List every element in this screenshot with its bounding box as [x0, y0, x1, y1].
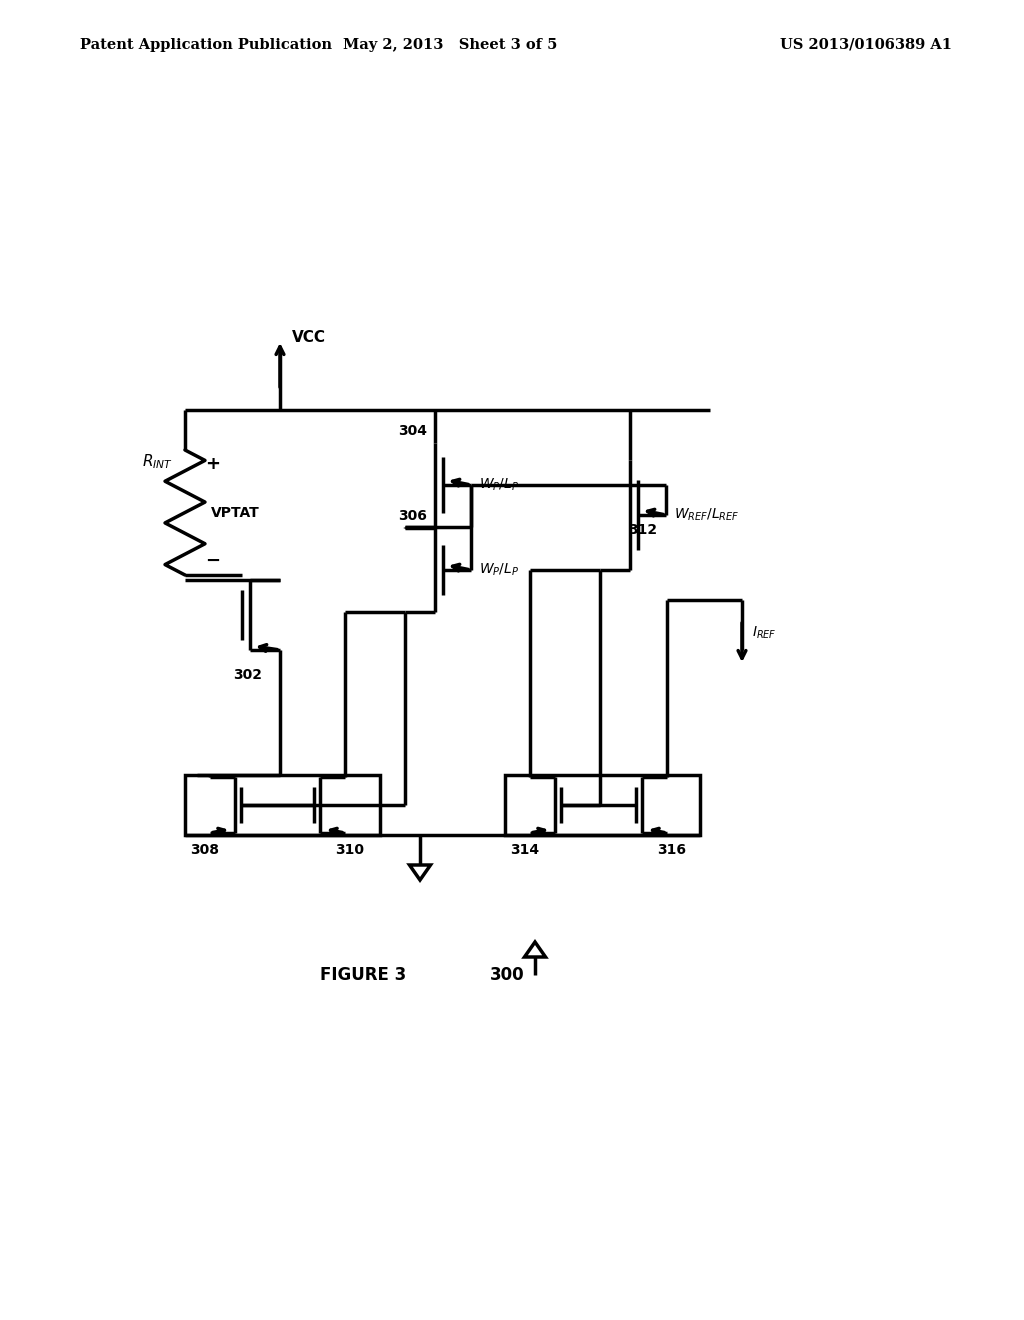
Text: 314: 314 [510, 843, 540, 857]
Text: $W_{REF}/L_{REF}$: $W_{REF}/L_{REF}$ [674, 507, 739, 523]
Text: US 2013/0106389 A1: US 2013/0106389 A1 [780, 38, 952, 51]
Text: FIGURE 3: FIGURE 3 [319, 966, 407, 983]
Text: $I_{REF}$: $I_{REF}$ [752, 624, 776, 640]
Text: 316: 316 [657, 843, 686, 857]
Text: VCC: VCC [292, 330, 326, 346]
Text: Patent Application Publication: Patent Application Publication [80, 38, 332, 51]
Text: $W_P/L_P$: $W_P/L_P$ [479, 562, 519, 578]
Text: May 2, 2013   Sheet 3 of 5: May 2, 2013 Sheet 3 of 5 [343, 38, 557, 51]
Bar [185, 775, 380, 836]
Text: 310: 310 [336, 843, 365, 857]
Text: 306: 306 [398, 510, 427, 523]
Text: $R_{INT}$: $R_{INT}$ [142, 451, 173, 471]
Text: +: + [205, 455, 220, 473]
Text: 302: 302 [233, 668, 262, 682]
Text: 308: 308 [190, 843, 219, 857]
Text: 300: 300 [490, 966, 524, 983]
Text: −: − [205, 552, 220, 570]
Text: VPTAT: VPTAT [211, 506, 260, 520]
Text: 312: 312 [628, 523, 657, 537]
Text: 304: 304 [398, 424, 427, 438]
Bar [505, 775, 700, 836]
Text: $W_P/L_P$: $W_P/L_P$ [479, 477, 519, 494]
